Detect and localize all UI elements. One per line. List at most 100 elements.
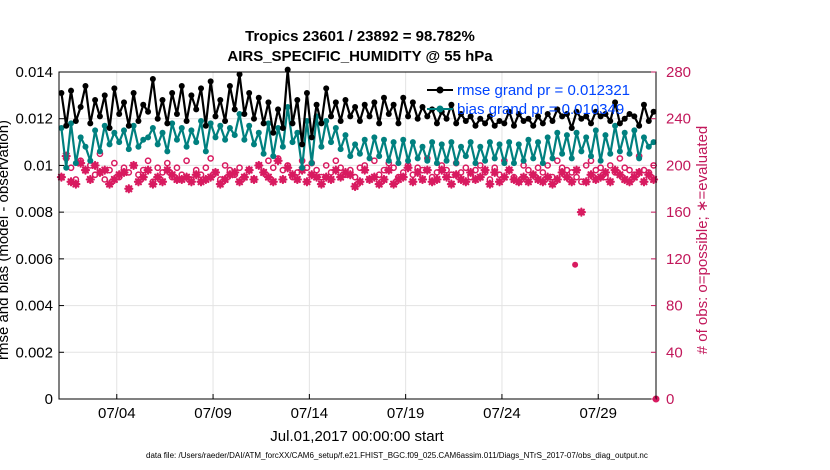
- obs-evaluated-point: [143, 165, 153, 175]
- obs-possible-point: [135, 171, 142, 179]
- bias-point: [612, 122, 619, 129]
- y2-tick-label: 0: [666, 391, 674, 408]
- obs-evaluated-point: [475, 172, 485, 182]
- x-tick-label: 07/24: [483, 405, 521, 422]
- rmse-point: [539, 120, 546, 127]
- bias-point: [496, 141, 503, 148]
- bias-point: [501, 160, 508, 167]
- rmse-point: [607, 118, 614, 125]
- bias-point: [169, 120, 176, 127]
- obs-evaluated-point: [432, 174, 442, 185]
- bias-point: [231, 132, 238, 139]
- bias-point: [328, 139, 335, 146]
- asterisk-marker: [162, 165, 172, 175]
- asterisk-marker: [470, 174, 481, 185]
- asterisk-marker: [172, 174, 182, 185]
- obs-evaluated-point: [528, 170, 538, 180]
- bias-point: [506, 139, 513, 146]
- rmse-point: [106, 125, 113, 132]
- rmse-point: [371, 99, 378, 106]
- obs-evaluated-point: [620, 174, 630, 185]
- rmse-point: [414, 115, 421, 122]
- rmse-point: [554, 106, 561, 113]
- rmse-point: [409, 99, 416, 106]
- bias-point: [342, 132, 349, 139]
- obs-evaluated-point: [234, 177, 245, 187]
- obs-evaluated-point: [326, 174, 336, 185]
- bias-point: [116, 139, 123, 146]
- rmse-point: [178, 83, 185, 90]
- obs-possible-point: [274, 155, 282, 162]
- obs-possible-point: [433, 169, 441, 176]
- bias-point: [279, 143, 286, 150]
- obs-evaluated-point: [278, 174, 288, 185]
- asterisk-marker: [259, 167, 269, 178]
- obs-possible-point: [327, 169, 335, 176]
- bias-point: [592, 127, 599, 134]
- asterisk-marker: [124, 184, 134, 194]
- rmse-point: [169, 90, 176, 97]
- x-tick-label: 07/19: [387, 405, 425, 422]
- bias-point: [520, 157, 527, 164]
- rmse-point: [255, 94, 262, 101]
- rmse-point: [92, 97, 99, 104]
- asterisk-marker: [350, 181, 360, 192]
- rmse-point: [458, 111, 465, 118]
- asterisk-marker: [292, 174, 302, 185]
- bias-point: [260, 150, 267, 157]
- obs-possible-point: [245, 166, 253, 174]
- obs-evaluated-point: [466, 167, 476, 178]
- asterisk-marker: [552, 174, 562, 185]
- obs-evaluated-point: [321, 172, 331, 182]
- obs-evaluated-point: [639, 177, 649, 187]
- rmse-point: [616, 120, 623, 127]
- obs-possible-point: [139, 166, 147, 174]
- bias-point: [602, 132, 609, 139]
- obs-possible-point: [120, 164, 128, 172]
- rmse-point: [212, 113, 219, 120]
- rmse-point: [323, 85, 330, 92]
- bias-point: [366, 155, 373, 162]
- bias-point: [448, 139, 455, 146]
- asterisk-marker: [624, 177, 635, 187]
- rmse-point: [376, 120, 383, 127]
- obs-possible-point: [293, 169, 301, 176]
- bias-point: [87, 157, 94, 164]
- bias-point: [438, 141, 445, 148]
- bias-point: [125, 146, 132, 153]
- obs-possible-point: [462, 164, 470, 172]
- asterisk-marker: [456, 174, 466, 185]
- obs-possible-point: [476, 162, 484, 169]
- obs-possible-point: [115, 173, 123, 181]
- y2-tick-label: 200: [666, 157, 691, 174]
- obs-evaluated-point: [523, 177, 534, 187]
- asterisk-marker: [109, 174, 119, 185]
- obs-possible-point: [72, 176, 80, 183]
- bias-point: [82, 143, 89, 150]
- obs-possible-point: [91, 171, 99, 179]
- rmse-point: [356, 118, 363, 125]
- bias-point: [173, 136, 180, 143]
- obs-evaluated-point: [263, 172, 274, 182]
- asterisk-marker: [215, 179, 225, 189]
- rmse-point: [284, 66, 291, 73]
- bias-point: [135, 143, 142, 150]
- obs-evaluated-point: [427, 177, 437, 187]
- rmse-point: [636, 122, 643, 129]
- bias-point: [563, 132, 570, 139]
- obs-possible-point: [226, 166, 234, 174]
- obs-evaluated-point: [244, 165, 254, 175]
- obs-evaluated-point: [364, 174, 375, 185]
- bias-point: [207, 120, 214, 127]
- obs-possible-point: [491, 164, 499, 172]
- bias-point: [458, 143, 465, 150]
- obs-possible-point: [582, 162, 590, 169]
- asterisk-marker: [639, 177, 649, 187]
- legend-marker-bias: [436, 105, 444, 113]
- obs-evaluated-point: [581, 177, 591, 187]
- chart-legend: rmse grand pr = 0.012321 bias grand pr =…: [427, 82, 630, 118]
- rmse-point: [77, 104, 84, 111]
- asterisk-marker: [466, 167, 476, 178]
- rmse-point: [207, 78, 214, 85]
- obs-possible-point: [125, 169, 133, 176]
